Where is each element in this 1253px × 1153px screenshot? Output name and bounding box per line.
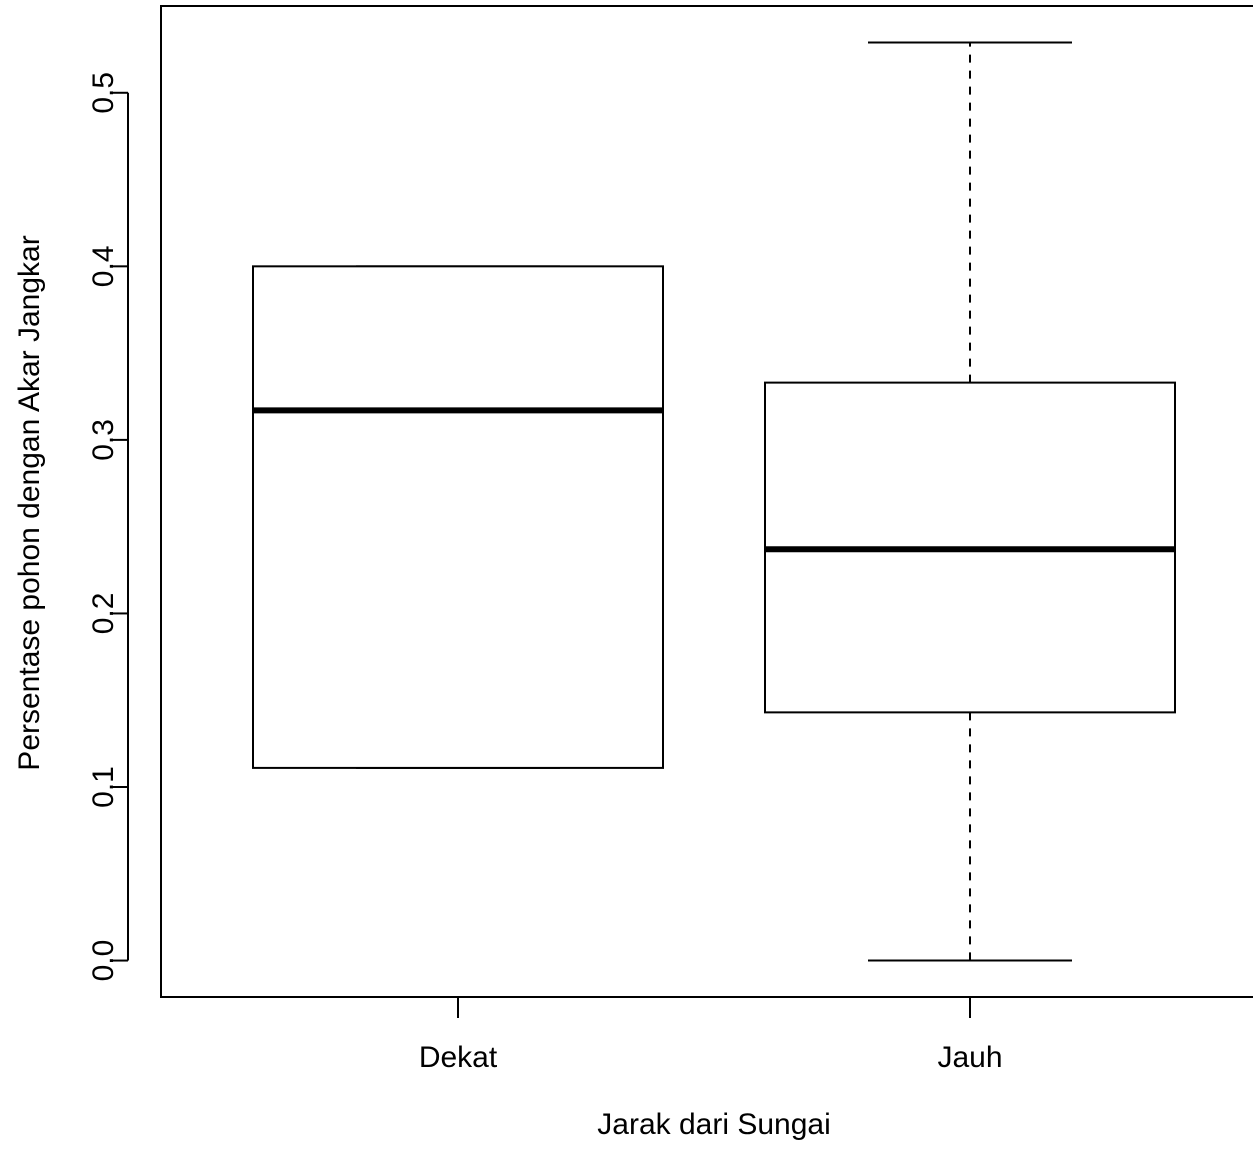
y-tick-label: 0.5 (87, 72, 120, 114)
boxes (252, 41, 1176, 962)
x-tick-label: Dekat (419, 1041, 498, 1074)
y-tick-label: 0.2 (87, 593, 120, 635)
y-tick-label: 0.4 (87, 245, 120, 287)
x-axis-title: Jarak dari Sungai (597, 1108, 830, 1141)
box-dekat (252, 265, 664, 769)
y-axis: 0.0 0.1 0.2 0.3 0.4 0.5 (87, 72, 129, 982)
box-jauh (764, 41, 1176, 962)
y-tick-label: 0.3 (87, 419, 120, 461)
y-tick-label: 0.1 (87, 766, 120, 808)
x-tick-label: Jauh (937, 1041, 1002, 1074)
iqr-box (252, 265, 664, 769)
x-axis: Dekat Jauh (419, 996, 1003, 1074)
y-axis-title: Persentase pohon dengan Akar Jangkar (13, 235, 46, 770)
y-tick-label: 0.0 (87, 940, 120, 982)
